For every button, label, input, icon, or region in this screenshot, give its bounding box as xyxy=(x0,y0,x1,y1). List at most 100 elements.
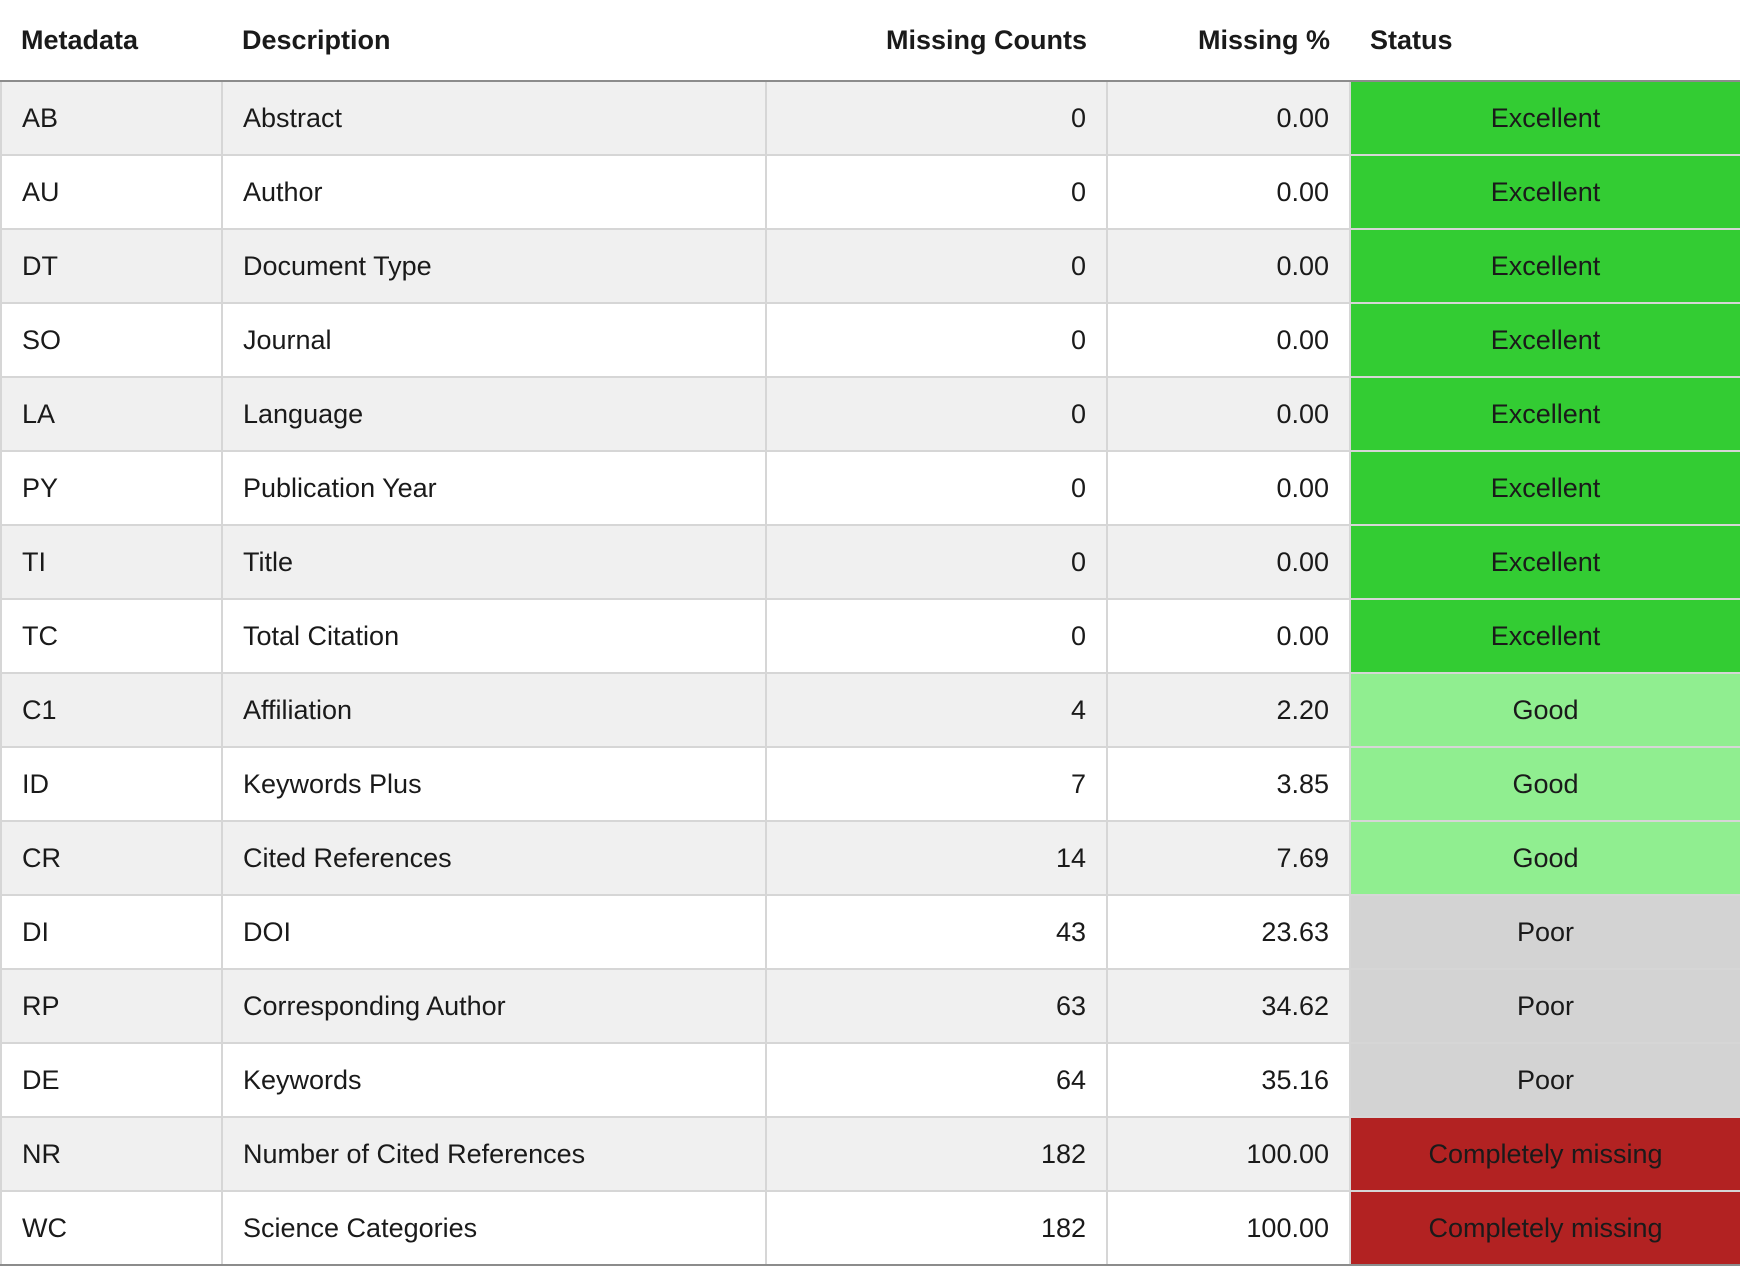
cell-description: Journal xyxy=(221,302,767,378)
cell-description: DOI xyxy=(221,894,767,970)
header-metadata: Metadata xyxy=(1,0,222,82)
cell-description: Keywords Plus xyxy=(221,746,767,822)
table-body: AB Abstract 0 0.00 Excellent AU Author 0 0.00 Exc… xyxy=(0,80,1740,1266)
cell-status: Poor xyxy=(1349,1042,1740,1118)
cell-description: Science Categories xyxy=(221,1190,767,1266)
cell-status: Good xyxy=(1349,672,1740,748)
cell-status: Excellent xyxy=(1349,376,1740,452)
table-row: AU Author 0 0.00 Excellent xyxy=(0,154,1740,230)
cell-status: Excellent xyxy=(1349,80,1740,156)
cell-missing-percent: 0.00 xyxy=(1106,450,1351,526)
table-row: PY Publication Year 0 0.00 Excellent xyxy=(0,450,1740,526)
table-row: WC Science Categories 182 100.00 Completely … xyxy=(0,1190,1740,1266)
table-row: C1 Affiliation 4 2.20 Good xyxy=(0,672,1740,748)
header-description: Description xyxy=(222,0,766,82)
cell-status: Completely missing xyxy=(1349,1116,1740,1192)
cell-metadata: PY xyxy=(0,450,223,526)
cell-missing-counts: 0 xyxy=(765,302,1108,378)
cell-status: Excellent xyxy=(1349,302,1740,378)
cell-metadata: NR xyxy=(0,1116,223,1192)
cell-metadata: CR xyxy=(0,820,223,896)
cell-description: Abstract xyxy=(221,80,767,156)
table-row: ID Keywords Plus 7 3.85 Good xyxy=(0,746,1740,822)
header-missing-counts: Missing Counts xyxy=(766,0,1107,82)
cell-metadata: WC xyxy=(0,1190,223,1266)
cell-missing-percent: 0.00 xyxy=(1106,80,1351,156)
cell-description: Publication Year xyxy=(221,450,767,526)
cell-missing-percent: 35.16 xyxy=(1106,1042,1351,1118)
cell-status: Excellent xyxy=(1349,524,1740,600)
cell-metadata: DE xyxy=(0,1042,223,1118)
cell-missing-counts: 182 xyxy=(765,1116,1108,1192)
cell-missing-counts: 4 xyxy=(765,672,1108,748)
table-row: TC Total Citation 0 0.00 Excellent xyxy=(0,598,1740,674)
cell-description: Keywords xyxy=(221,1042,767,1118)
cell-missing-percent: 100.00 xyxy=(1106,1116,1351,1192)
table-row: DI DOI 43 23.63 Poor xyxy=(0,894,1740,970)
table-row: LA Language 0 0.00 Excellent xyxy=(0,376,1740,452)
cell-missing-percent: 2.20 xyxy=(1106,672,1351,748)
cell-missing-counts: 64 xyxy=(765,1042,1108,1118)
cell-missing-percent: 7.69 xyxy=(1106,820,1351,896)
cell-missing-counts: 182 xyxy=(765,1190,1108,1266)
cell-description: Author xyxy=(221,154,767,230)
cell-missing-percent: 0.00 xyxy=(1106,376,1351,452)
cell-metadata: RP xyxy=(0,968,223,1044)
table-row: SO Journal 0 0.00 Excellent xyxy=(0,302,1740,378)
cell-description: Number of Cited References xyxy=(221,1116,767,1192)
cell-missing-counts: 0 xyxy=(765,228,1108,304)
cell-status: Good xyxy=(1349,746,1740,822)
table-row: TI Title 0 0.00 Excellent xyxy=(0,524,1740,600)
cell-missing-percent: 3.85 xyxy=(1106,746,1351,822)
cell-metadata: LA xyxy=(0,376,223,452)
cell-metadata: TI xyxy=(0,524,223,600)
cell-missing-counts: 7 xyxy=(765,746,1108,822)
cell-status: Completely missing xyxy=(1349,1190,1740,1266)
cell-status: Excellent xyxy=(1349,598,1740,674)
cell-description: Title xyxy=(221,524,767,600)
cell-missing-percent: 0.00 xyxy=(1106,154,1351,230)
cell-status: Poor xyxy=(1349,968,1740,1044)
table-header-row: Metadata Description Missing Counts Miss… xyxy=(1,0,1740,82)
cell-missing-percent: 23.63 xyxy=(1106,894,1351,970)
cell-missing-counts: 43 xyxy=(765,894,1108,970)
cell-metadata: AB xyxy=(0,80,223,156)
table-row: AB Abstract 0 0.00 Excellent xyxy=(0,80,1740,156)
cell-description: Cited References xyxy=(221,820,767,896)
table-row: DE Keywords 64 35.16 Poor xyxy=(0,1042,1740,1118)
cell-metadata: DT xyxy=(0,228,223,304)
cell-missing-counts: 0 xyxy=(765,450,1108,526)
cell-description: Corresponding Author xyxy=(221,968,767,1044)
cell-status: Excellent xyxy=(1349,154,1740,230)
cell-missing-percent: 0.00 xyxy=(1106,524,1351,600)
cell-missing-percent: 100.00 xyxy=(1106,1190,1351,1266)
cell-missing-percent: 0.00 xyxy=(1106,228,1351,304)
cell-missing-counts: 0 xyxy=(765,524,1108,600)
cell-metadata: SO xyxy=(0,302,223,378)
cell-metadata: ID xyxy=(0,746,223,822)
header-status: Status xyxy=(1350,0,1740,82)
cell-missing-counts: 0 xyxy=(765,80,1108,156)
cell-status: Good xyxy=(1349,820,1740,896)
table-row: DT Document Type 0 0.00 Excellent xyxy=(0,228,1740,304)
cell-metadata: DI xyxy=(0,894,223,970)
cell-metadata: C1 xyxy=(0,672,223,748)
cell-status: Excellent xyxy=(1349,228,1740,304)
cell-status: Poor xyxy=(1349,894,1740,970)
cell-description: Total Citation xyxy=(221,598,767,674)
cell-metadata: AU xyxy=(0,154,223,230)
table-row: CR Cited References 14 7.69 Good xyxy=(0,820,1740,896)
cell-missing-percent: 0.00 xyxy=(1106,598,1351,674)
cell-missing-counts: 0 xyxy=(765,598,1108,674)
cell-description: Document Type xyxy=(221,228,767,304)
table-row: RP Corresponding Author 63 34.62 Poor xyxy=(0,968,1740,1044)
cell-missing-counts: 63 xyxy=(765,968,1108,1044)
cell-description: Affiliation xyxy=(221,672,767,748)
cell-missing-percent: 0.00 xyxy=(1106,302,1351,378)
cell-metadata: TC xyxy=(0,598,223,674)
cell-missing-counts: 0 xyxy=(765,154,1108,230)
cell-status: Excellent xyxy=(1349,450,1740,526)
cell-missing-counts: 14 xyxy=(765,820,1108,896)
cell-missing-counts: 0 xyxy=(765,376,1108,452)
